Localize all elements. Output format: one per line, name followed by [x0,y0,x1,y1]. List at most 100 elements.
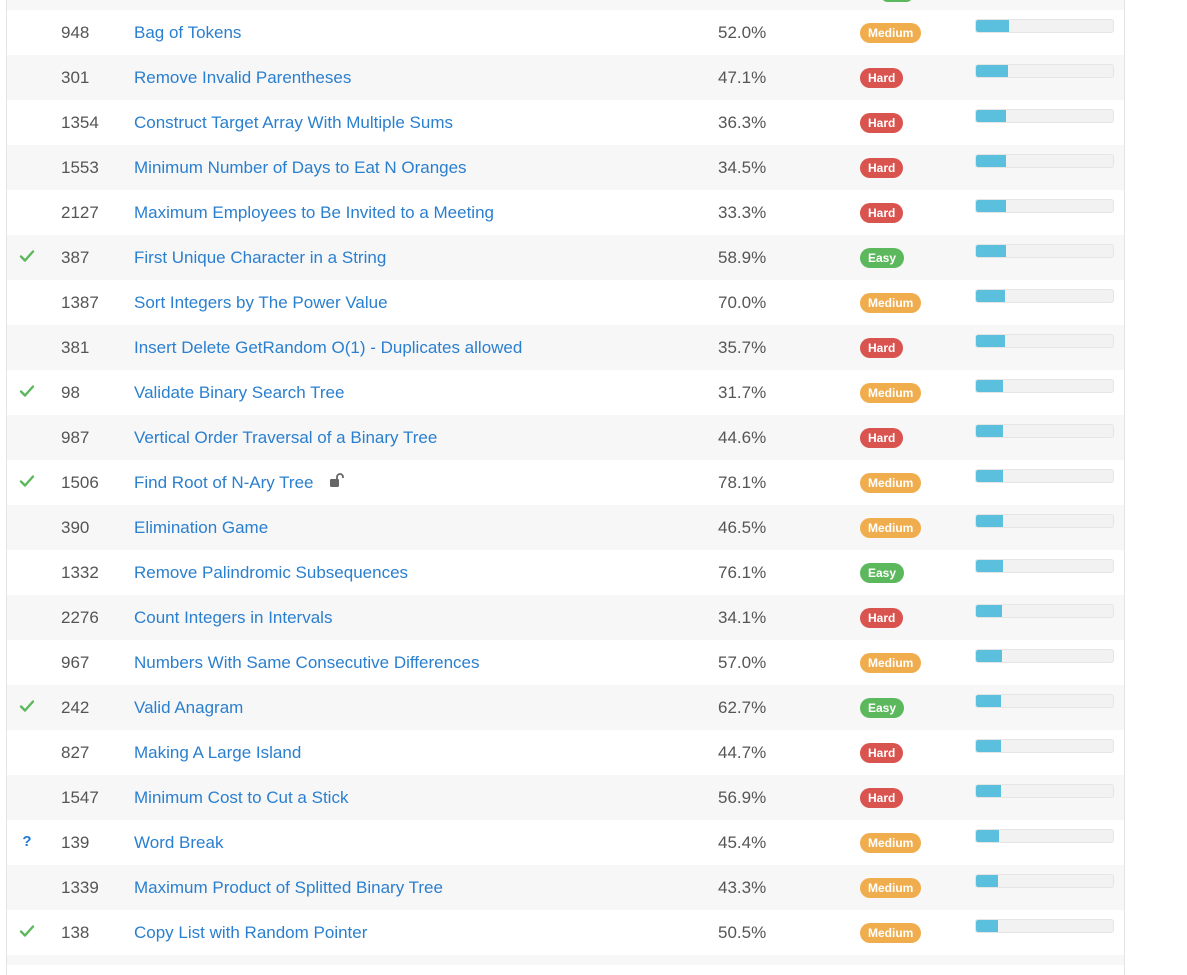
problem-title-link[interactable]: Vertical Order Traversal of a Binary Tre… [134,427,437,449]
table-row: 1387 Sort Integers by The Power Value 70.0… [7,280,1124,325]
frequency-bar [975,604,1114,618]
frequency-bar-fill [976,830,1000,842]
acceptance-rate: 44.6% [718,428,767,447]
frequency-bar [975,424,1114,438]
table-row: 242 Valid Anagram 62.7% Easy [7,685,1124,730]
status-empty [18,293,36,311]
problem-title-link[interactable]: Remove Invalid Parentheses [134,67,351,89]
frequency-bar [975,919,1114,933]
problem-title-link[interactable]: Valid Anagram [134,697,243,719]
acceptance-rate: 43.3% [718,878,767,897]
difficulty-badge: Medium [860,473,922,493]
problem-title-link[interactable]: Maximum Product of Splitted Binary Tree [134,877,443,899]
checkmark-icon [18,923,36,941]
acceptance-rate: 76.1% [718,563,767,582]
problem-title-text: Elimination Game [134,518,269,537]
frequency-bar [975,514,1114,528]
difficulty-badge: Hard [860,608,904,628]
difficulty-badge: Medium [860,878,922,898]
table-row: 1332 Remove Palindromic Subsequences 76.1%… [7,550,1124,595]
frequency-bar-fill [976,695,1001,707]
checkmark-icon [18,698,36,716]
status-empty [18,788,36,806]
frequency-bar [975,64,1114,78]
frequency-bar-fill [976,155,1007,167]
problem-number: 139 [61,833,90,852]
frequency-bar [975,784,1114,798]
acceptance-rate: 36.3% [718,113,767,132]
problem-title-link[interactable]: Elimination Game [134,517,268,539]
problem-title-link[interactable]: Maximum Employees to Be Invited to a Mee… [134,202,494,224]
frequency-bar-fill [976,290,1005,302]
problem-title-text: Maximum Employees to Be Invited to a Mee… [134,203,494,222]
acceptance-rate: 58.9% [718,248,767,267]
acceptance-rate: 33.3% [718,203,767,222]
problem-title-link[interactable]: Insert Delete GetRandom O(1) - Duplicate… [134,337,522,359]
acceptance-rate: 56.9% [718,788,767,807]
frequency-bar-fill [976,200,1007,212]
table-row: 301 Remove Invalid Parentheses 47.1% Hard [7,55,1124,100]
acceptance-rate: 46.5% [718,518,767,537]
problem-number: 967 [61,653,90,672]
frequency-bar [975,154,1114,168]
problem-title-link[interactable]: Remove Palindromic Subsequences [134,562,408,584]
difficulty-badge: Hard [860,338,904,358]
frequency-bar [975,469,1114,483]
problem-title-link[interactable]: Copy List with Random Pointer [134,922,367,944]
table-row: 1339 Maximum Product of Splitted Binary T… [7,865,1124,910]
problem-title-text: Remove Palindromic Subsequences [134,563,409,582]
table-row: 98 Validate Binary Search Tree 31.7% Medium [7,370,1124,415]
frequency-bar-fill [976,515,1004,527]
checkmark-icon [18,473,36,491]
previous-table-row [7,0,1124,10]
problem-table-body: 948 Bag of Tokens 52.0% Medium 301 Remove Inv… [7,10,1124,955]
difficulty-badge: Easy [860,698,905,718]
problem-title-link[interactable]: Count Integers in Intervals [134,607,332,629]
status-empty [18,338,36,356]
problem-title-text: Construct Target Array With Multiple Sum… [134,113,454,132]
unlock-icon [328,473,346,495]
problem-title-link[interactable]: Numbers With Same Consecutive Difference… [134,652,480,674]
acceptance-rate: 47.1% [718,68,767,87]
frequency-bar-fill [976,470,1004,482]
status-empty [18,203,36,221]
frequency-bar [975,649,1114,663]
acceptance-rate: 44.7% [718,743,767,762]
problem-title-link[interactable]: Bag of Tokens [134,22,241,44]
frequency-bar [975,559,1114,573]
problem-number: 138 [61,923,90,942]
problem-title-link[interactable]: First Unique Character in a String [134,247,386,269]
acceptance-rate: 31.7% [718,383,767,402]
problem-title-text: Minimum Number of Days to Eat N Oranges [134,158,467,177]
problem-title-link[interactable]: Construct Target Array With Multiple Sum… [134,112,453,134]
status-empty [18,113,36,131]
problem-table-frame [6,0,1125,975]
question-mark-icon: ? [22,833,32,850]
frequency-bar-fill [976,785,1001,797]
status-empty [18,518,36,536]
problem-title-text: Count Integers in Intervals [134,608,333,627]
problem-number: 301 [61,68,90,87]
problem-title-link[interactable]: Making A Large Island [134,742,301,764]
difficulty-badge: Hard [860,743,904,763]
status-empty [18,743,36,761]
problem-title-link[interactable]: Minimum Cost to Cut a Stick [134,787,348,809]
frequency-bar [975,739,1114,753]
acceptance-rate: 78.1% [718,473,767,492]
problem-title-link[interactable]: Find Root of N-Ary Tree [134,472,346,495]
acceptance-rate: 34.1% [718,608,767,627]
table-row: ? 139 Word Break 45.4% Medium [7,820,1124,865]
difficulty-badge: Easy [860,563,905,583]
acceptance-rate: 50.5% [718,923,767,942]
status-empty [18,878,36,896]
frequency-bar-fill [976,605,1003,617]
problem-title-link[interactable]: Word Break [134,832,223,854]
problem-title-link[interactable]: Sort Integers by The Power Value [134,292,388,314]
frequency-bar-fill [976,560,1004,572]
frequency-bar-fill [976,740,1001,752]
status-empty [18,68,36,86]
problem-title-link[interactable]: Validate Binary Search Tree [134,382,344,404]
frequency-bar-fill [976,335,1005,347]
acceptance-rate: 57.0% [718,653,767,672]
problem-title-link[interactable]: Minimum Number of Days to Eat N Oranges [134,157,467,179]
